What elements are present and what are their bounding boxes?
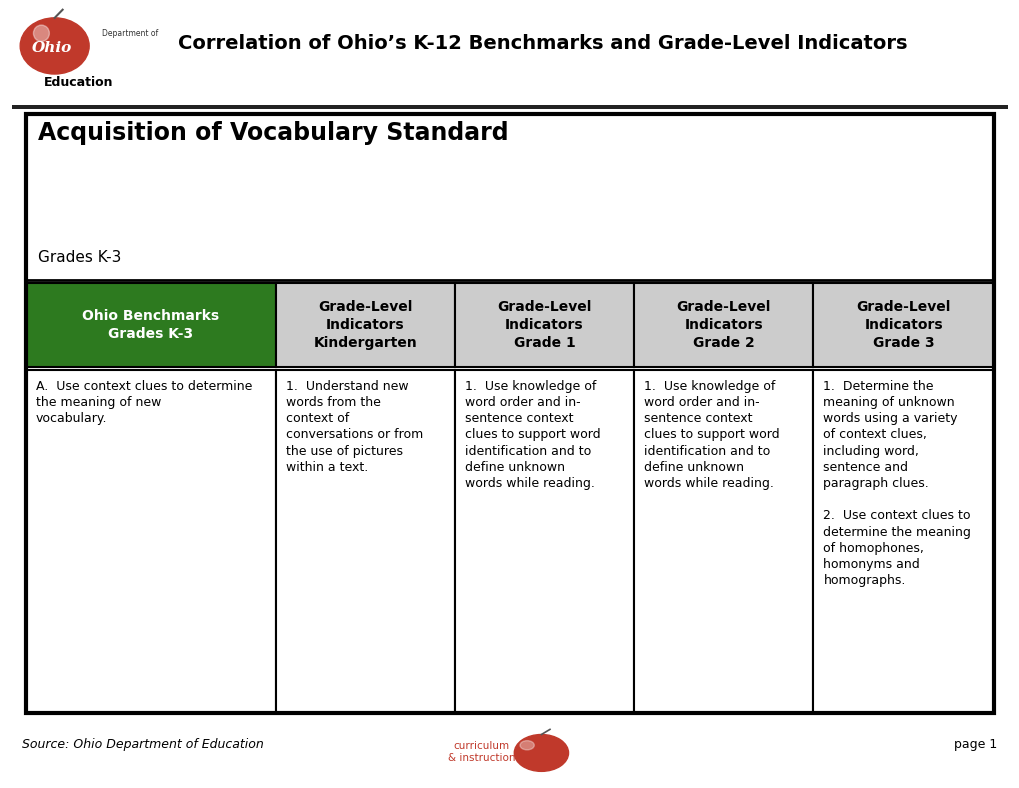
Ellipse shape (20, 18, 89, 74)
Text: Ohio: Ohio (32, 41, 72, 54)
Text: 1.  Use knowledge of
word order and in-
sentence context
clues to support word
i: 1. Use knowledge of word order and in- s… (644, 380, 780, 490)
Ellipse shape (514, 734, 568, 771)
Text: 1.  Understand new
words from the
context of
conversations or from
the use of pi: 1. Understand new words from the context… (285, 380, 423, 474)
Text: Grade-Level
Indicators
Grade 2: Grade-Level Indicators Grade 2 (676, 300, 770, 350)
Text: Grades K-3: Grades K-3 (38, 250, 121, 265)
Text: Grade-Level
Indicators
Kindergarten: Grade-Level Indicators Kindergarten (313, 300, 417, 350)
Text: Grade-Level
Indicators
Grade 3: Grade-Level Indicators Grade 3 (856, 300, 950, 350)
Text: Department of: Department of (102, 28, 159, 38)
Text: Education: Education (44, 76, 113, 89)
Text: 1.  Determine the
meaning of unknown
words using a variety
of context clues,
inc: 1. Determine the meaning of unknown word… (822, 380, 970, 587)
Text: 1.  Use knowledge of
word order and in-
sentence context
clues to support word
i: 1. Use knowledge of word order and in- s… (465, 380, 600, 490)
Text: page 1: page 1 (954, 738, 997, 751)
Text: A.  Use context clues to determine
the meaning of new
vocabulary.: A. Use context clues to determine the me… (36, 380, 252, 426)
Text: Grade-Level
Indicators
Grade 1: Grade-Level Indicators Grade 1 (496, 300, 591, 350)
Ellipse shape (34, 25, 49, 42)
Text: curriculum
& instruction: curriculum & instruction (447, 741, 515, 763)
Ellipse shape (520, 741, 534, 750)
Text: Acquisition of Vocabulary Standard: Acquisition of Vocabulary Standard (38, 121, 507, 144)
Text: Ohio Benchmarks
Grades K-3: Ohio Benchmarks Grades K-3 (82, 309, 219, 341)
Text: Source: Ohio Department of Education: Source: Ohio Department of Education (22, 738, 264, 751)
Text: Correlation of Ohio’s K-12 Benchmarks and Grade-Level Indicators: Correlation of Ohio’s K-12 Benchmarks an… (178, 34, 907, 53)
